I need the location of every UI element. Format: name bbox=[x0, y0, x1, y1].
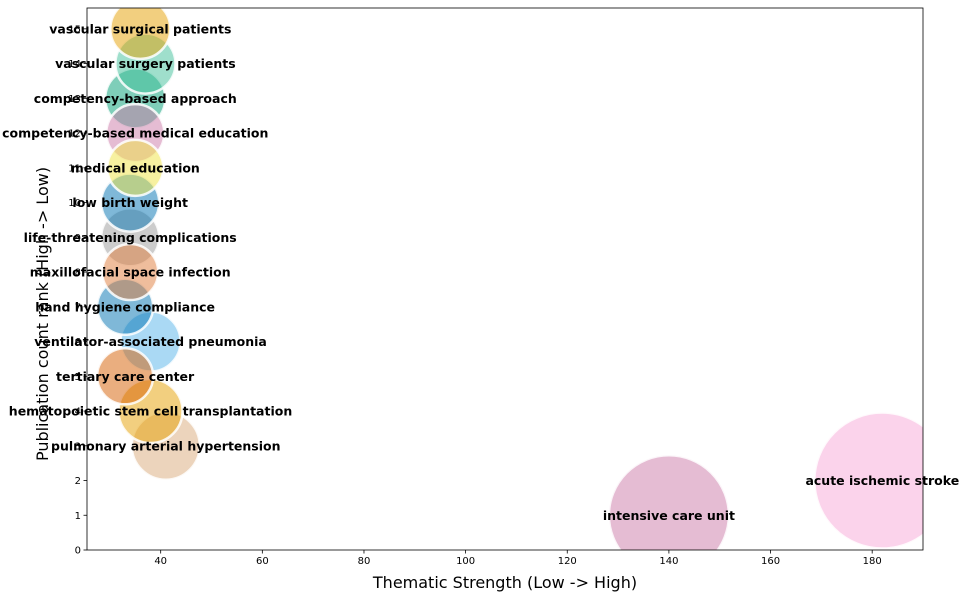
bubble-11 bbox=[106, 138, 165, 198]
bubble-5 bbox=[95, 347, 155, 406]
y-tick-label-9: 8 bbox=[75, 268, 81, 279]
x-tick-label-1: 40 bbox=[154, 556, 167, 567]
x-tick-label-5: 120 bbox=[558, 556, 577, 567]
y-tick-label-11: 10 bbox=[68, 198, 81, 209]
x-tick-label-7: 160 bbox=[761, 556, 780, 567]
point-label-1: intensive care unit bbox=[603, 508, 735, 523]
y-tick-label-8: 7 bbox=[75, 302, 81, 313]
x-tick-label-4: 100 bbox=[456, 556, 475, 567]
y-tick-label-10: 9 bbox=[75, 233, 81, 244]
point-label-8: maxillofacial space infection bbox=[30, 265, 231, 280]
y-tick-label-16: 15 bbox=[68, 24, 81, 35]
y-tick-label-6: 5 bbox=[75, 372, 81, 383]
y-tick-label-12: 11 bbox=[68, 163, 81, 174]
bubble-15 bbox=[109, 8, 172, 61]
point-label-6: ventilator-associated pneumonia bbox=[34, 334, 267, 349]
y-axis-label: Publication count rank (High -> Low) bbox=[33, 167, 52, 461]
y-tick-label-2: 1 bbox=[75, 511, 81, 522]
point-label-12: competency-based medical education bbox=[2, 126, 268, 141]
x-tick-label-6: 140 bbox=[659, 556, 678, 567]
point-label-14: vascular surgery patients bbox=[55, 56, 236, 71]
bubble-layer bbox=[95, 8, 923, 550]
point-label-3: pulmonary arterial hypertension bbox=[51, 438, 281, 453]
y-tick-label-15: 14 bbox=[68, 59, 81, 70]
y-tick-label-7: 6 bbox=[75, 337, 81, 348]
point-label-13: competency-based approach bbox=[34, 91, 237, 106]
y-tick-label-5: 4 bbox=[75, 407, 81, 418]
bubble-1 bbox=[607, 454, 731, 550]
x-tick-label-8: 180 bbox=[863, 556, 882, 567]
y-tick-label-14: 13 bbox=[68, 94, 81, 105]
point-label-4: hematopoietic stem cell transplantation bbox=[9, 404, 292, 419]
x-tick-label-3: 80 bbox=[358, 556, 371, 567]
point-label-7: hand hygiene compliance bbox=[35, 299, 215, 314]
point-label-5: tertiary care center bbox=[56, 369, 195, 384]
point-label-11: medical education bbox=[71, 160, 200, 175]
bubble-8 bbox=[100, 242, 160, 302]
y-tick-label-4: 3 bbox=[75, 441, 81, 452]
x-axis-label: Thematic Strength (Low -> High) bbox=[372, 573, 637, 592]
x-tick-label-2: 60 bbox=[256, 556, 269, 567]
y-tick-label-1: 0 bbox=[75, 546, 81, 557]
point-label-15: vascular surgical patients bbox=[49, 21, 231, 36]
point-label-layer: intensive care unit acute ischemic stroke… bbox=[2, 21, 959, 522]
point-label-2: acute ischemic stroke bbox=[805, 473, 959, 488]
y-tick-label-13: 12 bbox=[68, 129, 81, 140]
bubble-2 bbox=[813, 411, 923, 550]
point-label-9: life-threatening complications bbox=[24, 230, 237, 245]
plot-area-frame bbox=[86, 7, 924, 551]
point-label-10: low birth weight bbox=[72, 195, 188, 210]
x-axis-ticks: 40 60 80 100 120 140 160 180 bbox=[154, 550, 882, 567]
y-tick-label-3: 2 bbox=[75, 476, 81, 487]
